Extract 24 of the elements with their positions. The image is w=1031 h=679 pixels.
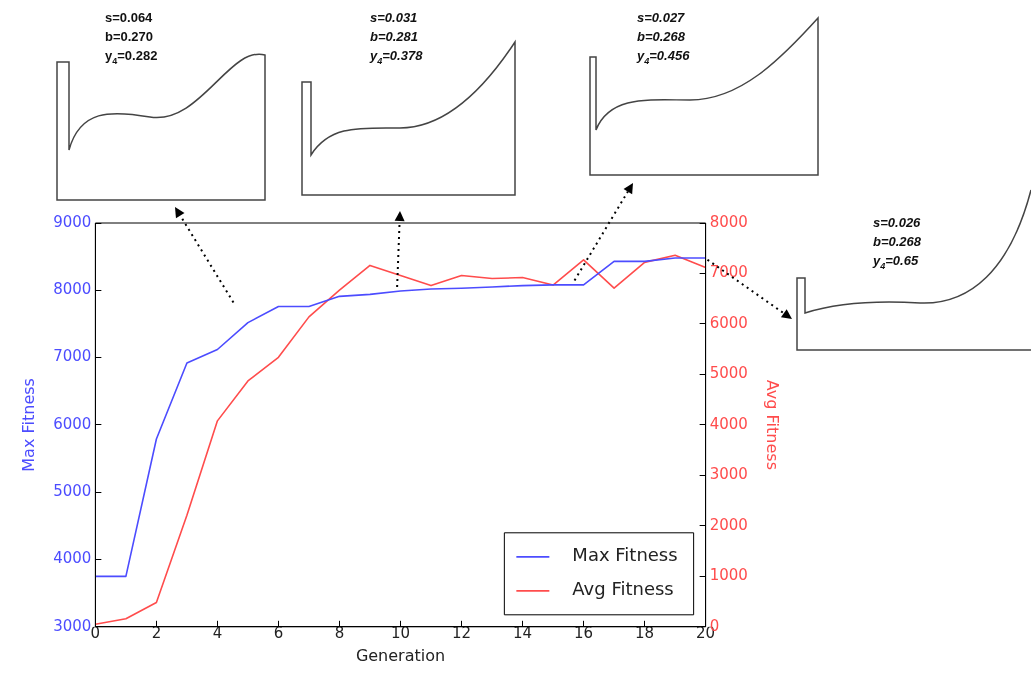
- y2-axis-title: Avg Fitness: [763, 379, 783, 470]
- y2-tick-label: 6000: [709, 313, 748, 332]
- y2-tick-label: 1000: [709, 566, 748, 585]
- y2-tick-label: 3000: [709, 465, 748, 484]
- legend-label: Max Fitness: [572, 544, 678, 566]
- x-axis-title: Generation: [355, 645, 446, 665]
- y-tick-label: 3000: [53, 616, 92, 635]
- y-tick-label: 7000: [53, 347, 92, 366]
- legend-label: Avg Fitness: [572, 578, 674, 600]
- text: s=0.027 b=0.268 y$_{4}$=0.456: [637, 9, 690, 68]
- text: s=0.031 b=0.281 y$_{4}$=0.378: [370, 9, 423, 68]
- y2-tick-label: 5000: [709, 364, 748, 383]
- y-tick-label: 6000: [53, 414, 92, 433]
- text: s=0.026 b=0.268 y$_{4}$=0.65: [873, 214, 922, 273]
- y-tick-label: 4000: [53, 549, 92, 568]
- y-tick-label: 9000: [53, 212, 92, 231]
- y2-tick-label: 7000: [709, 263, 748, 282]
- y2-tick-label: 4000: [709, 414, 748, 433]
- y-tick-label: 5000: [53, 482, 92, 501]
- y-tick-label: 8000: [53, 280, 92, 299]
- y2-tick-label: 8000: [709, 212, 748, 231]
- y2-tick-label: 2000: [709, 515, 748, 534]
- y-axis-title: Max Fitness: [18, 378, 38, 472]
- text: s=0.064 b=0.270 y$_{4}$=0.282: [105, 9, 158, 68]
